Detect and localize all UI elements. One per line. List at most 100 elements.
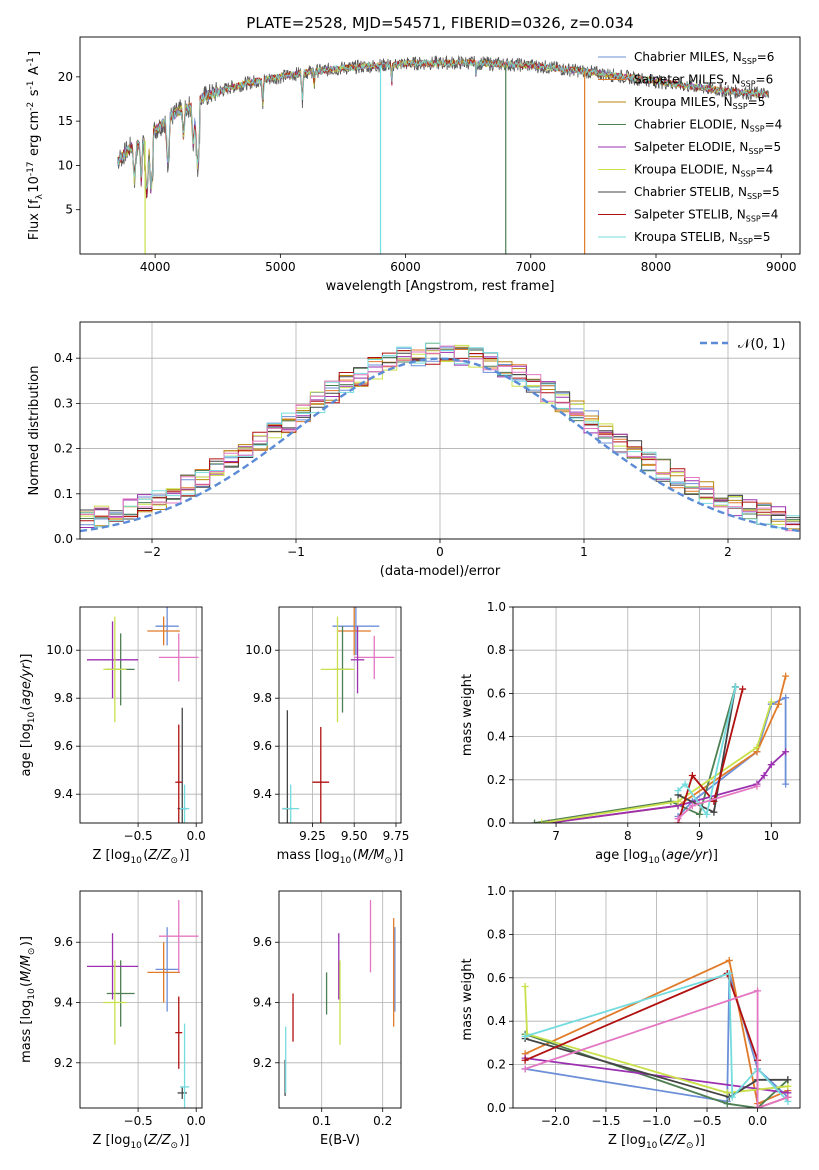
axes-frame — [79, 606, 203, 824]
y-tick-label: 20 — [58, 70, 73, 84]
mass-weight-line — [524, 989, 789, 1108]
residuals-panel: −2 −1 0 1 2 0.0 0.1 0.2 0.3 0.4 (data-model)/error… — [27, 321, 801, 579]
x-axis-label-part: ( — [353, 848, 358, 863]
y-tick-label: 0.4 — [54, 351, 73, 365]
x-axis-label-part: wavelength [Angstrom, rest frame] — [326, 279, 555, 294]
x-axis-label-part: M/M — [358, 848, 385, 863]
legend-name: Kroupa STELIB, N — [634, 230, 738, 244]
mass-weight-marker — [521, 982, 529, 990]
x-tick-label: 0 — [436, 545, 444, 559]
x-tick-label: −1.0 — [642, 1114, 671, 1128]
x-axis-label: Z [log10 (Z/Z⊙ )] — [608, 1133, 705, 1151]
x-axis-label-part: ⊙ — [384, 856, 392, 866]
x-tick-label: 5000 — [265, 260, 296, 274]
y-tick-label: 10 — [58, 158, 73, 172]
mass-weight-marker — [767, 698, 775, 706]
mass-weight-marker — [696, 810, 704, 818]
x-axis-label-part: 10 — [648, 856, 660, 866]
mass-weight-marker — [521, 1065, 529, 1073]
y-axis-label-part: 10 — [27, 176, 42, 193]
legend-count: =5 — [753, 230, 771, 244]
y-tick-label: 9.2 — [253, 1056, 272, 1070]
mass-weight-marker — [545, 819, 553, 823]
x-axis-label-part: E(B-V) — [320, 1133, 360, 1148]
plot-area — [80, 891, 202, 1108]
mass-weight-marker — [760, 771, 768, 779]
plot-area — [279, 891, 401, 1108]
y-tick-label: 0.2 — [487, 1058, 506, 1072]
x-tick-label: −0.5 — [692, 1114, 721, 1128]
x-tick-label: 9000 — [766, 260, 797, 274]
mass-weight-marker — [681, 780, 689, 788]
axes-frame — [512, 606, 801, 824]
x-tick-label: −2.0 — [541, 1114, 570, 1128]
mass-weight-line — [524, 959, 789, 1105]
y-tick-label: 0.4 — [487, 730, 506, 744]
y-tick-label: 1.0 — [487, 884, 506, 898]
mass-weight-line — [534, 686, 737, 823]
mass-weight-marker — [754, 987, 762, 995]
y-axis-label-part: -1 — [26, 57, 36, 66]
axes-frame — [79, 890, 203, 1109]
plot-area — [117, 54, 770, 254]
axes-frame — [278, 890, 402, 1109]
x-axis-label-part: (data-model)/error — [380, 564, 501, 579]
y-axis-label-part: )] — [19, 654, 34, 664]
x-axis-label-part: ⊙ — [686, 1141, 694, 1151]
x-axis-label-part: ( — [659, 1133, 664, 1148]
mass-weight-marker — [688, 771, 696, 779]
mass-weight-marker — [767, 761, 775, 769]
y-tick-label: 9.4 — [253, 996, 272, 1010]
spectrum-panel: 4000 5000 6000 7000 8000 9000 5 10 15 20 wavelengt… — [26, 36, 801, 294]
y-tick-label: 0.0 — [487, 816, 506, 830]
mass-weight-marker — [521, 1032, 529, 1040]
y-tick-label: 0.0 — [487, 1101, 506, 1115]
legend-entry: Kroupa ELODIE, NSSP=4 — [634, 163, 773, 179]
axes-frame — [79, 36, 801, 255]
plot-area — [513, 607, 800, 823]
legend-sub: SSP — [747, 192, 762, 201]
x-tick-label: 8000 — [641, 260, 672, 274]
x-tick-label: 7000 — [516, 260, 547, 274]
mass-weight-line — [524, 1033, 789, 1108]
x-tick-label: 0.0 — [187, 1114, 206, 1128]
axes-frame — [512, 890, 801, 1109]
y-axis-label: mass weight — [460, 958, 475, 1040]
x-tick-label: −1 — [287, 545, 305, 559]
legend-entry: Chabrier ELODIE, NSSP=4 — [634, 118, 782, 134]
legend-name: Salpeter MILES, N — [634, 73, 741, 87]
y-axis-label-part: ( — [19, 705, 34, 710]
y-axis-label-part: -17 — [26, 161, 36, 176]
x-axis-label: Z [log10 (Z/Z⊙ )] — [93, 1133, 190, 1151]
legend-count: =5 — [762, 185, 780, 199]
x-axis-label-part: mass [log — [277, 848, 340, 863]
mass-weight-marker — [782, 748, 790, 756]
y-tick-label: 0.0 — [54, 532, 73, 546]
x-tick-label: −1.5 — [591, 1114, 620, 1128]
legend-sub: SSP — [738, 237, 753, 246]
y-axis-label-part: Normed distribution — [27, 366, 42, 496]
mass-weight-marker — [723, 1089, 731, 1097]
plot-area — [513, 891, 800, 1108]
y-axis-label: mass weight — [460, 674, 475, 756]
y-axis-label-part: erg cm — [27, 111, 42, 160]
mass-weight-marker — [674, 787, 682, 795]
x-tick-label: −0.5 — [124, 829, 153, 843]
y-axis-label-part: s — [27, 89, 42, 100]
y-tick-label: 0.6 — [487, 686, 506, 700]
mass-weight-marker — [731, 683, 739, 691]
spectrum-line — [117, 58, 769, 199]
y-tick-label: 0.3 — [54, 396, 73, 410]
legend-count: =4 — [756, 163, 774, 177]
mass-weight-line — [548, 675, 787, 823]
y-axis-label-part: A — [27, 66, 42, 79]
y-axis-label: Flux [fλ 10-17 erg cm-2 s-1 A-1 ] — [26, 51, 45, 240]
x-axis-label-part: age [log — [595, 848, 648, 863]
x-tick-label: 10 — [764, 829, 779, 843]
y-axis-label-part: mass weight — [460, 958, 475, 1040]
legend-name: Kroupa ELODIE, N — [634, 163, 741, 177]
x-tick-label: 2 — [724, 545, 732, 559]
y-axis-label-part: ] — [27, 51, 42, 56]
massweight-vs-metallicity-panel: −2.0 −1.5 −1.0 −0.5 0.0 0.0 0.2 0.4 0.6 0.8 1.0 Z [… — [460, 884, 801, 1151]
